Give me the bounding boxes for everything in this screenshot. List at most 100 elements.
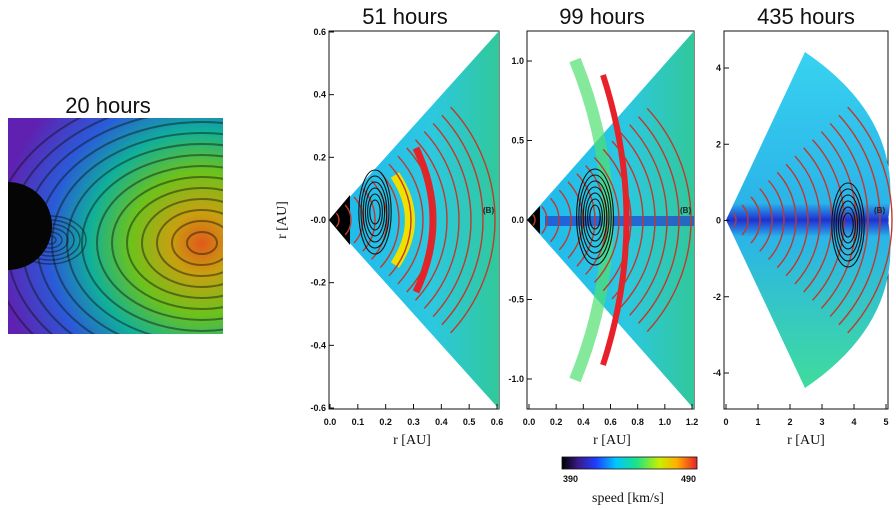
panel-51h-ytick-label: -0.0 — [310, 215, 326, 225]
panel-99h-xtick-label: 0.8 — [631, 417, 644, 427]
panel-435h-xtick-label: 2 — [787, 417, 792, 427]
panel-435h-overlay-label: (B) — [874, 206, 885, 215]
panel-435h-ytick-label: 2 — [716, 139, 721, 149]
panel-435h-red-contours — [732, 106, 893, 334]
panel-99h-red-contour — [593, 156, 620, 284]
colorbar-label: speed [km/s] — [592, 491, 664, 506]
panel-99h-shock-front — [600, 74, 630, 366]
panel-435h: 435 hours (B) 4 2 0 -2 -4 0 1 2 3 4 5 r [AU] — [713, 4, 893, 448]
colorbar-gradient — [561, 456, 698, 470]
panel-99h-xtick-label: 1.2 — [686, 417, 699, 427]
panel-99h-xtick-label: 0.4 — [577, 417, 590, 427]
panel-435h-red-contour — [785, 163, 809, 277]
panel-99h-black-contour — [576, 168, 614, 266]
panel-435h-black-contour — [835, 194, 861, 256]
panel-99h-ytick-label: -0.5 — [508, 295, 524, 305]
panel-435h-red-contour — [820, 131, 857, 309]
panel-99h-red-contour — [611, 140, 644, 300]
panel-99h-black-contour — [589, 204, 601, 230]
panel-51h-black-contour — [360, 175, 390, 249]
panel-435h-x-ticks: 0 1 2 3 4 5 — [723, 404, 889, 427]
panel-51h-xtick-label: 0.6 — [491, 417, 504, 427]
panel-20h-ring — [156, 209, 223, 277]
panel-51h-red-contour — [379, 171, 400, 269]
panel-51h-red-contour — [441, 114, 484, 326]
panel-99h-red-contour — [602, 148, 632, 292]
panel-99h-title: 99 hours — [559, 4, 645, 29]
panel-20h-ring — [141, 198, 223, 288]
panel-51h-black-contour — [364, 187, 386, 237]
panel-51h-xlabel: r [AU] — [393, 433, 431, 448]
panel-99h-ytick-label: 0.0 — [511, 215, 524, 225]
panel-435h-red-contour — [759, 188, 773, 252]
panel-51h-xtick-label: 0.5 — [463, 417, 476, 427]
panel-99h-red-contour — [558, 189, 572, 251]
panel-99h-ytick-label: 1.0 — [511, 56, 524, 66]
panel-435h-xtick-label: 3 — [819, 417, 824, 427]
panel-99h-xtick-label: 0.0 — [523, 417, 536, 427]
panel-51h-xtick-label: 0.0 — [324, 417, 337, 427]
panel-435h-black-contours — [831, 182, 865, 268]
panel-51h-red-contour — [362, 188, 376, 252]
panel-435h-red-contour — [741, 204, 749, 236]
panel-51h-red-contour — [344, 204, 352, 236]
panel-99h-red-contour — [532, 214, 536, 226]
panel-51h-red-contour — [414, 139, 448, 301]
panel-99h-black-contours — [576, 168, 614, 266]
panel-51h-ytick-label: -0.4 — [310, 340, 326, 350]
panel-20h-ring — [171, 220, 223, 266]
panel-99h-black-contour — [584, 192, 606, 242]
panel-435h-title: 435 hours — [757, 4, 855, 29]
panel-20h: 20 hours — [8, 93, 223, 334]
panel-99h-xtick-label: 0.2 — [550, 417, 563, 427]
panel-99h-xlabel: r [AU] — [593, 433, 631, 448]
panel-435h-red-contour — [847, 106, 893, 334]
panel-99h-black-contour — [578, 174, 612, 260]
panel-99h-y-ticks: 1.0 0.5 0.0 -0.5 -1.0 — [508, 56, 532, 384]
panel-435h-red-contour — [794, 155, 821, 285]
panel-51h-red-contour — [450, 106, 496, 334]
colorbar-max: 490 — [681, 474, 696, 484]
panel-51h-shock-front — [412, 146, 437, 294]
panel-51h-red-contour — [423, 131, 460, 309]
panel-51h-black-contours — [358, 169, 392, 255]
panel-99h-red-contour — [620, 132, 656, 308]
panel-20h-body — [8, 182, 52, 270]
panel-20h-ring — [81, 154, 223, 332]
panel-20h-ring — [96, 165, 223, 321]
panel-51h-black-contour — [367, 193, 383, 231]
panel-51h-red-contours — [335, 106, 496, 334]
panel-435h-xtick-label: 5 — [883, 417, 888, 427]
panel-51h-red-contour — [406, 147, 436, 293]
panel-435h-black-contour — [833, 188, 863, 262]
panel-51h-ytick-label: -0.6 — [310, 403, 326, 413]
panel-435h-xtick-label: 4 — [851, 417, 856, 427]
panel-435h-black-contour — [842, 212, 854, 238]
panel-51h-xtick-label: 0.2 — [379, 417, 392, 427]
panel-51h-ylabel: r [AU] — [275, 201, 290, 239]
panel-99h-black-contour — [580, 180, 610, 254]
panel-435h-red-contour — [838, 114, 881, 326]
panel-435h-ytick-label: -2 — [713, 292, 721, 302]
panel-435h-ytick-label: 4 — [716, 63, 721, 73]
panel-51h-xtick-label: 0.1 — [352, 417, 365, 427]
panel-51h-black-contour — [358, 169, 392, 255]
panel-51h-red-contour — [388, 163, 412, 277]
panel-51h: 51 hours (B) 0.6 0.4 0.2 -0.0 -0.2 -0.4 -0.6 0… — [275, 4, 503, 448]
panel-51h-shock — [390, 172, 415, 268]
panel-51h-ytick-label: -0.2 — [310, 278, 326, 288]
panel-435h-ytick-label: -4 — [713, 368, 721, 378]
panel-435h-xtick-label: 0 — [723, 417, 728, 427]
panel-51h-red-contour — [353, 196, 364, 244]
panel-51h-ytick-label: 0.4 — [313, 90, 326, 100]
panel-51h-red-contour — [432, 122, 472, 318]
panel-99h-black-contour — [587, 198, 603, 236]
panel-20h-ring — [111, 176, 223, 310]
panel-51h-ytick-label: 0.2 — [313, 152, 326, 162]
panel-435h-red-contour — [829, 122, 869, 318]
panel-99h-xtick-label: 1.0 — [659, 417, 672, 427]
panel-51h-black-contour — [362, 181, 388, 243]
panel-51h-ytick-label: 0.6 — [313, 27, 326, 37]
panel-51h-black-contour — [369, 199, 381, 225]
